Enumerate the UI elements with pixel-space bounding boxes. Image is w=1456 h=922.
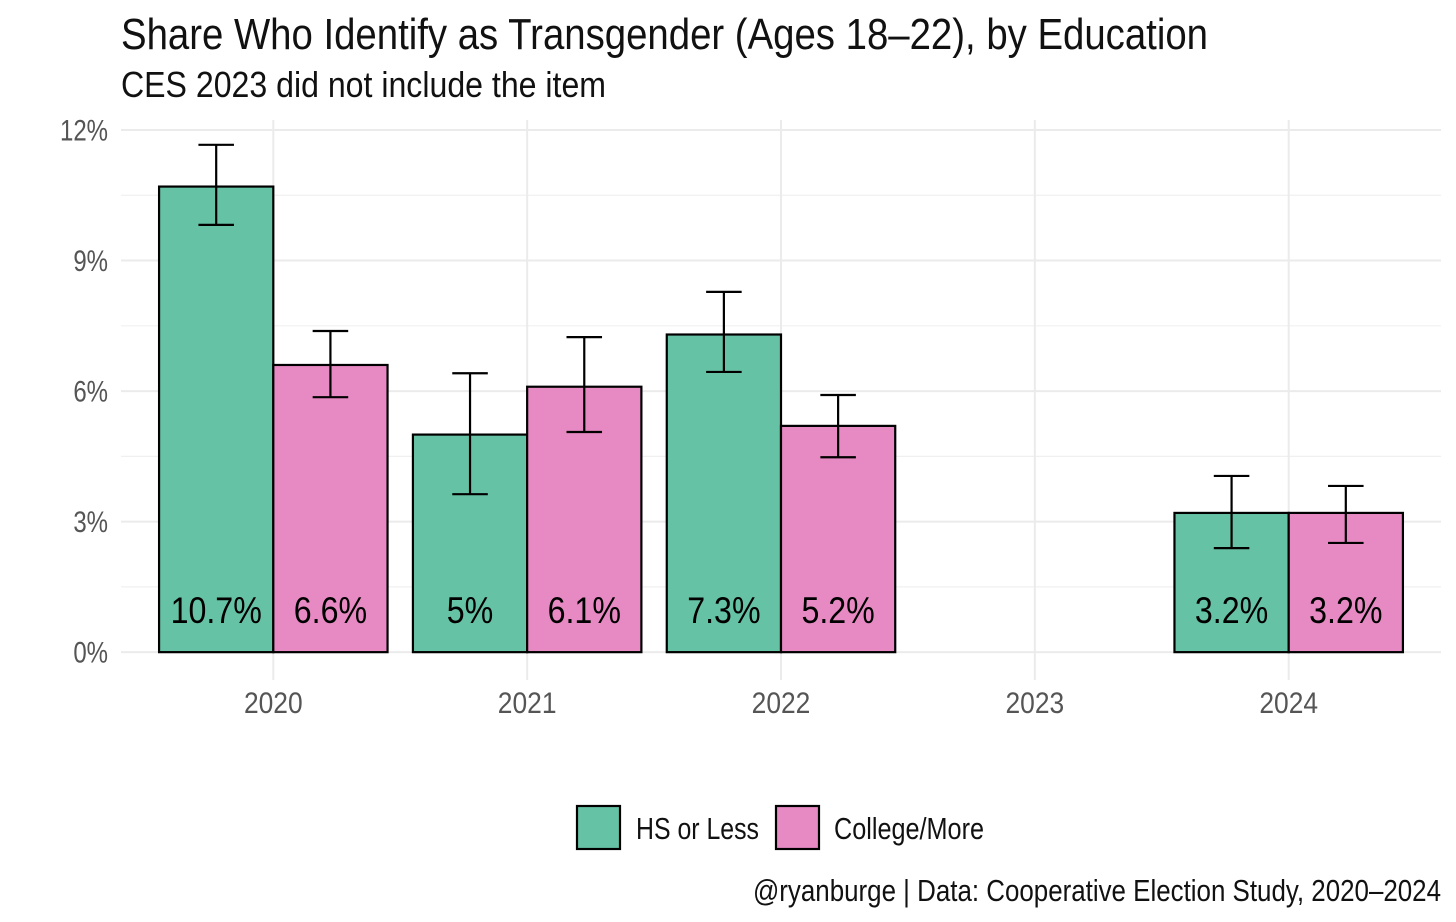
bar-label-college-more-2024: 3.2% <box>1309 591 1382 632</box>
bar-label-hs-or-less-2021: 5% <box>447 591 493 632</box>
bar-college-more-2020 <box>272 363 389 654</box>
errorbar-hs-or-less-2024 <box>1213 474 1250 550</box>
x-tick-label-2020: 2020 <box>244 685 303 719</box>
bar-hs-or-less-2022 <box>665 333 783 654</box>
errorbar-college-more-2022 <box>820 393 856 459</box>
errorbar-hs-or-less-2022 <box>706 290 742 374</box>
error-bars <box>198 143 1364 550</box>
bar-labels: 10.7% 5% 7.3% 3.2% 6.6% 6.1% 5.2% 3.2% <box>171 591 1383 632</box>
y-tick-label-0: 0% <box>73 635 108 669</box>
legend-label-hs-or-less: HS or Less <box>636 811 759 846</box>
bar-label-hs-or-less-2020: 10.7% <box>171 591 262 632</box>
errorbar-hs-or-less-2021 <box>452 372 488 496</box>
bar-label-college-more-2022: 5.2% <box>801 591 874 632</box>
errorbar-college-more-2020 <box>312 329 349 399</box>
y-tick-label-3: 3% <box>73 505 108 539</box>
x-tick-label-2024: 2024 <box>1259 685 1318 719</box>
chart-subtitle: CES 2023 did not include the item <box>121 64 606 105</box>
y-tick-label-9: 9% <box>73 243 108 277</box>
bar-label-hs-or-less-2022: 7.3% <box>687 591 760 632</box>
x-tick-label-2022: 2022 <box>752 685 811 719</box>
legend-key-college-more <box>774 804 821 851</box>
y-tick-label-12: 12% <box>60 113 108 147</box>
chart-title: Share Who Identify as Transgender (Ages … <box>121 10 1208 59</box>
errorbar-college-more-2024 <box>1328 484 1364 545</box>
x-tick-label-2021: 2021 <box>498 685 557 719</box>
bar-label-college-more-2021: 6.1% <box>548 591 621 632</box>
axis-tick-labels: 0% 3% 6% 9% 12% 2020 2021 2022 2023 2024 <box>60 113 1318 719</box>
legend-label-college-more: College/More <box>834 811 984 846</box>
errorbar-hs-or-less-2020 <box>198 143 234 226</box>
chart-caption: @ryanburge | Data: Cooperative Election … <box>753 873 1441 908</box>
legend-key-hs-or-less <box>575 804 622 851</box>
bars <box>157 185 1405 654</box>
bar-label-college-more-2020: 6.6% <box>294 591 367 632</box>
legend: HS or Less College/More <box>575 804 984 851</box>
x-tick-label-2023: 2023 <box>1005 685 1064 719</box>
y-tick-label-6: 6% <box>73 374 108 408</box>
bar-hs-or-less-2020 <box>157 185 275 654</box>
errorbar-college-more-2021 <box>566 336 603 434</box>
bar-label-hs-or-less-2024: 3.2% <box>1195 591 1268 632</box>
